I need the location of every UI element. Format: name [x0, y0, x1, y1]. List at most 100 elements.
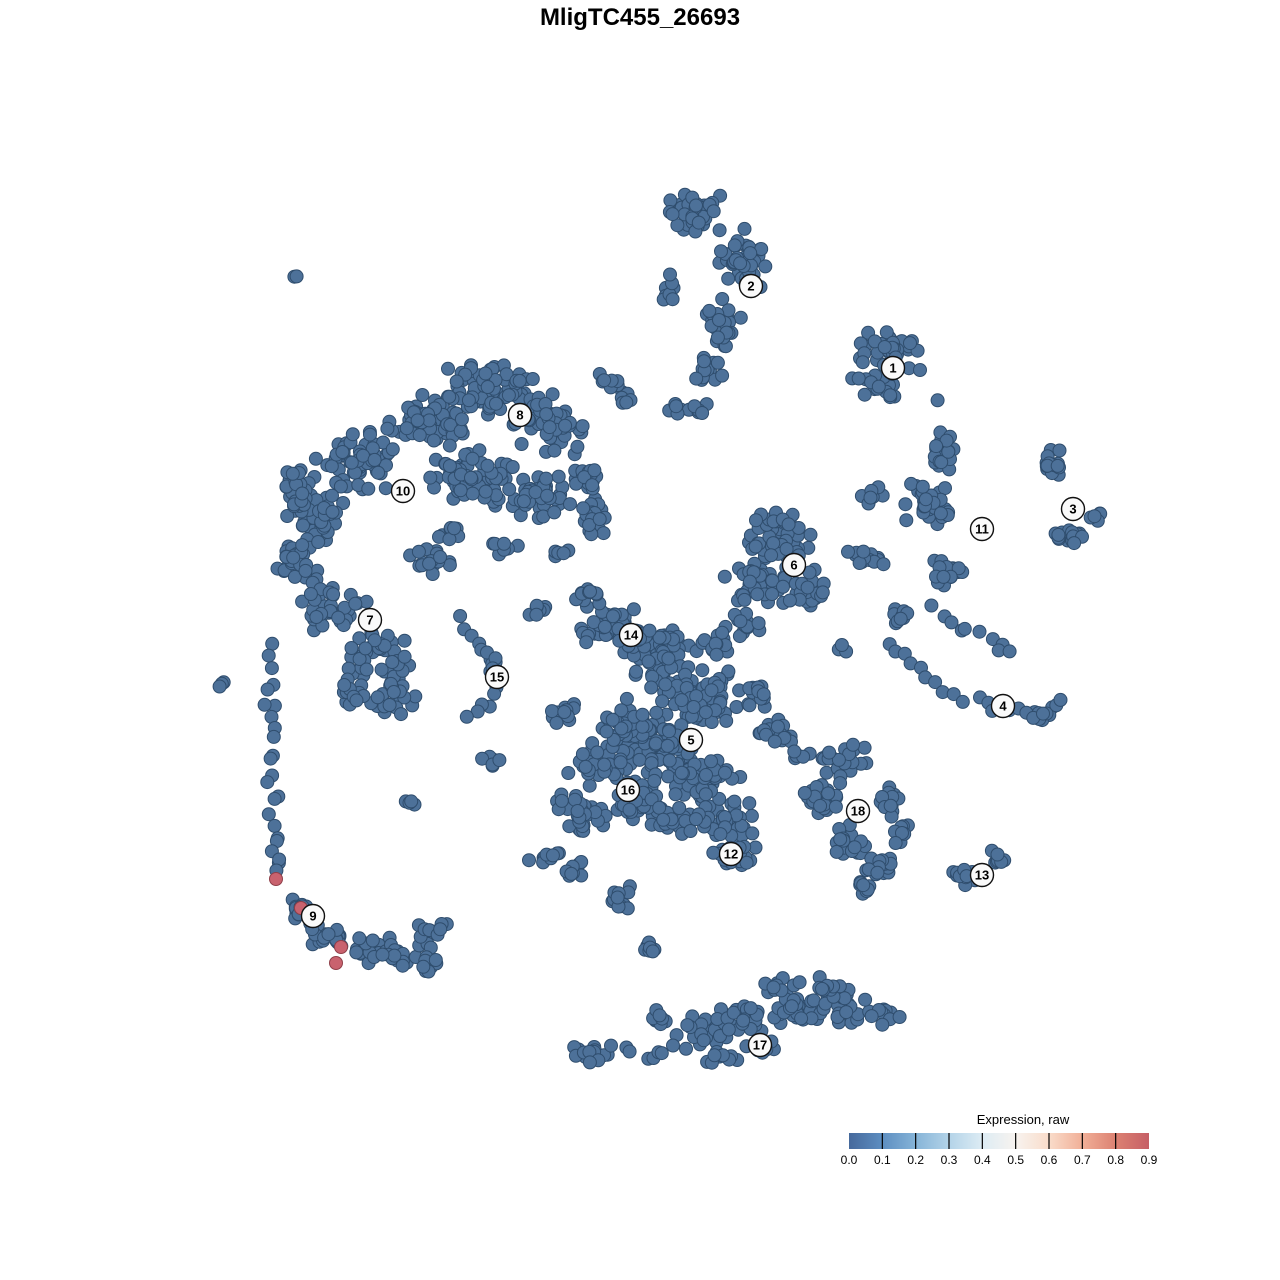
cell-point [689, 198, 703, 213]
cell-point [899, 513, 914, 528]
points-layer [212, 187, 1108, 1070]
cell-point [336, 496, 351, 510]
cell-point [540, 488, 555, 503]
cell-point [453, 424, 468, 438]
cell-point [883, 798, 898, 813]
cell-point [655, 694, 670, 709]
legend-tick-lines [881, 1133, 1117, 1149]
cell-point [864, 1009, 879, 1024]
cell-point [709, 647, 724, 662]
cell-point [371, 465, 386, 480]
cell-point [665, 207, 680, 222]
cell-point [737, 592, 752, 607]
cell-point [679, 1041, 693, 1056]
cell-point [453, 609, 468, 623]
cluster-label-circle [390, 478, 416, 504]
cell-point [689, 371, 704, 386]
cluster-label-circle [618, 622, 644, 648]
cell-point [415, 388, 430, 402]
legend-tick-label: 0.9 [1141, 1153, 1158, 1167]
cell-point [721, 664, 736, 679]
cell-point [367, 633, 382, 648]
cell-point [748, 539, 763, 554]
cluster-label-circle [969, 516, 995, 542]
cell-point [766, 536, 781, 551]
cluster-label-circle [845, 798, 871, 824]
cell-point [674, 693, 689, 708]
cell-point [698, 787, 713, 802]
cell-point [499, 367, 514, 382]
cluster-label-15: 15 [484, 664, 510, 690]
cell-point [260, 775, 275, 790]
cell-point [492, 753, 507, 768]
cell-point [447, 521, 462, 536]
cell-point [264, 661, 279, 676]
cell-point [547, 505, 562, 520]
cell-point [361, 481, 376, 496]
cell-point [813, 798, 828, 813]
cell-point [333, 479, 348, 494]
cell-point [619, 395, 634, 410]
cell-point [606, 609, 620, 624]
cell-point [955, 694, 970, 709]
cell-point [582, 778, 597, 793]
cell-point [501, 388, 516, 403]
cell-point [792, 975, 807, 990]
cell-point [787, 744, 802, 759]
cell-point [1002, 644, 1017, 659]
cell-point [626, 602, 641, 617]
cell-point [782, 593, 797, 608]
cell-point [554, 793, 569, 808]
cell-point [841, 544, 855, 559]
cell-point [352, 631, 367, 646]
cell-point [344, 641, 359, 655]
cell-point [582, 1055, 597, 1070]
cell-point [863, 490, 878, 505]
cell-point [737, 221, 752, 236]
cell-point [385, 442, 400, 457]
cell-point [857, 740, 872, 755]
cell-point [689, 812, 703, 827]
cell-point [497, 536, 511, 551]
cell-point [296, 518, 310, 533]
cell-point [1067, 536, 1082, 551]
cluster-label-14: 14 [618, 622, 644, 648]
plot-title: MligTC455_26693 [540, 4, 740, 31]
cell-point [695, 663, 710, 678]
cell-point [528, 485, 543, 500]
cell-point [529, 607, 544, 622]
cell-point [428, 953, 443, 967]
cell-point [663, 193, 678, 208]
cell-point [576, 501, 591, 516]
cell-point [888, 836, 903, 850]
cell-point [797, 786, 812, 800]
cell-point [871, 379, 886, 394]
cell-point [750, 587, 765, 602]
cell-point [295, 538, 310, 553]
cell-point [596, 526, 611, 541]
cell-point [957, 621, 972, 636]
cell-point [764, 548, 779, 563]
cell-point [858, 992, 873, 1007]
cell-point [592, 512, 607, 527]
cell-point [613, 755, 628, 770]
cell-point [704, 683, 719, 698]
cell-point [378, 481, 393, 496]
expression-legend: Expression, raw 0.0 0.1 0.2 0.3 0.4 0.5 0.6 0.7… [841, 1112, 1158, 1167]
cluster-label-number: 7 [366, 613, 373, 628]
cell-point [895, 826, 909, 840]
cell-point [833, 776, 848, 791]
cluster-label-7: 7 [357, 607, 383, 633]
cell-point [587, 463, 602, 478]
cluster-label-circle [738, 273, 764, 299]
cell-point [680, 1018, 695, 1033]
cell-point [721, 1022, 736, 1037]
cell-point [632, 752, 647, 767]
cell-point [295, 486, 310, 501]
cell-point [329, 956, 343, 970]
cell-point [309, 610, 324, 624]
cell-point [579, 635, 594, 650]
cell-point [575, 747, 590, 762]
cell-point [539, 471, 554, 486]
